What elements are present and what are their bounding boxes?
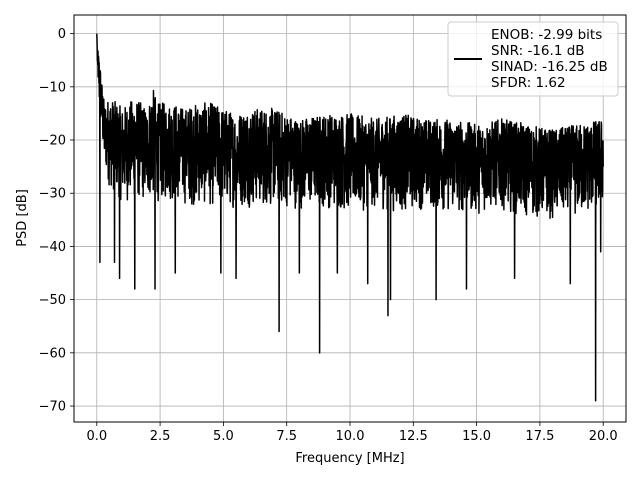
x-tick-label: 2.5 [150, 429, 171, 444]
y-tick-label: −10 [39, 80, 66, 95]
x-tick-label: 5.0 [213, 429, 234, 444]
x-axis-label: Frequency [MHz] [295, 451, 404, 466]
x-tick-label: 20.0 [589, 429, 618, 444]
axis-ticks: 0.0 2.5 5.0 7.5 10.0 12.5 15.0 17.5 20.0 0 −10 −20 −… [39, 27, 618, 444]
y-tick-label: −30 [39, 187, 66, 202]
legend-line-snr: SNR: -16.1 dB [491, 43, 585, 59]
legend: ENOB: -2.99 bits SNR: -16.1 dB SINAD: -1… [447, 21, 619, 97]
legend-line-sfdr: SFDR: 1.62 [491, 75, 566, 91]
x-tick-label: 7.5 [276, 429, 297, 444]
x-tick-label: 15.0 [462, 429, 491, 444]
y-axis-label: PSD [dB] [15, 189, 30, 247]
y-tick-label: −40 [39, 240, 66, 255]
x-tick-label: 17.5 [525, 429, 554, 444]
legend-line-sinad: SINAD: -16.25 dB [491, 59, 608, 75]
y-tick-label: −20 [39, 134, 66, 149]
legend-line-enob: ENOB: -2.99 bits [491, 27, 602, 43]
psd-series-line [96, 33, 604, 402]
x-tick-label: 0.0 [86, 429, 107, 444]
y-tick-label: −70 [39, 400, 66, 415]
y-tick-label: 0 [58, 27, 66, 42]
y-tick-label: −60 [39, 346, 66, 361]
x-tick-label: 10.0 [336, 429, 365, 444]
y-tick-label: −50 [39, 293, 66, 308]
legend-box [447, 21, 619, 97]
x-tick-label: 12.5 [399, 429, 428, 444]
series-layer [96, 33, 604, 402]
